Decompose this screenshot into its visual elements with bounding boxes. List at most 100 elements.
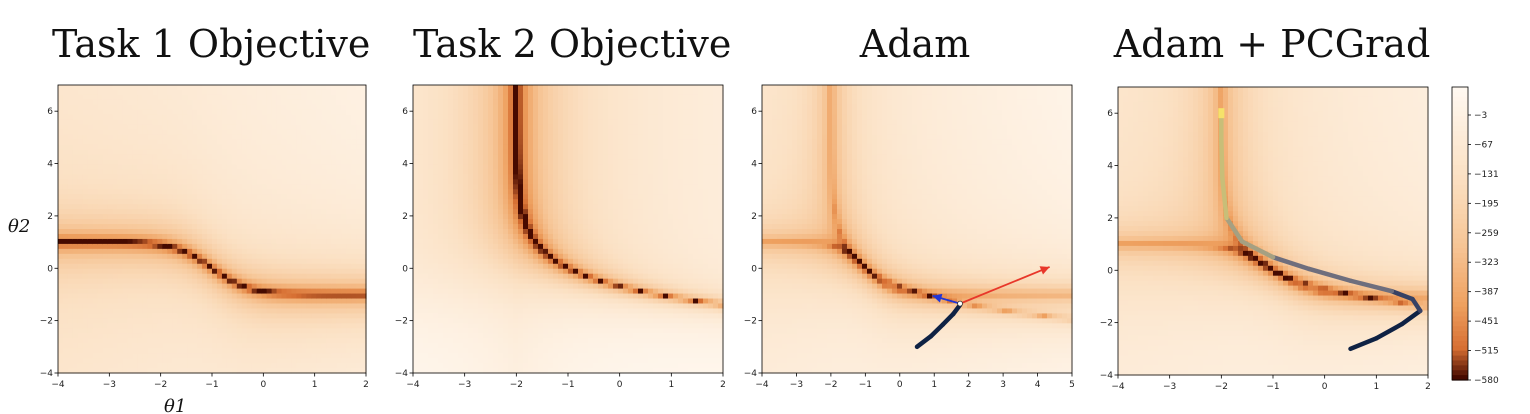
heatmap-cell <box>443 258 449 265</box>
heatmap-cell <box>286 109 293 116</box>
heatmap-cell <box>351 169 357 175</box>
heatmap-cell <box>346 149 352 156</box>
heatmap-cell <box>187 268 193 275</box>
heatmap-cell <box>503 149 509 156</box>
heatmap-cell <box>162 169 168 175</box>
heatmap-cell <box>433 169 439 175</box>
heatmap-cell <box>162 353 168 359</box>
heatmap-cell <box>192 104 198 111</box>
heatmap-cell <box>261 149 268 156</box>
heatmap-cell <box>276 238 283 245</box>
heatmap-cell <box>326 258 332 265</box>
heatmap-cell <box>127 214 134 220</box>
heatmap-cell <box>112 258 119 265</box>
heatmap-cell <box>192 248 198 255</box>
heatmap-cell <box>162 109 168 116</box>
heatmap-cell <box>117 243 124 250</box>
heatmap-cell <box>281 303 288 310</box>
heatmap-cell <box>197 318 203 324</box>
heatmap-cell <box>331 89 337 96</box>
heatmap-cell <box>92 268 99 275</box>
heatmap-cell <box>152 323 158 329</box>
heatmap-cell <box>276 298 283 305</box>
heatmap-cell <box>192 353 198 359</box>
heatmap-cell <box>132 204 139 210</box>
heatmap-cell <box>231 89 238 96</box>
heatmap-cell <box>107 348 114 354</box>
heatmap-cell <box>207 114 213 121</box>
heatmap-cell <box>112 358 119 364</box>
heatmap-cell <box>346 99 352 106</box>
chart-title-2: Task 2 Objective <box>413 22 732 66</box>
heatmap-cell <box>361 348 367 354</box>
heatmap-cell <box>207 159 213 166</box>
heatmap-cell <box>236 99 243 106</box>
heatmap-cell <box>142 184 149 190</box>
heatmap-cell <box>413 353 419 359</box>
heatmap-cell <box>112 184 119 190</box>
heatmap-cell <box>261 114 268 121</box>
heatmap-cell <box>58 179 64 185</box>
heatmap-cell <box>356 184 362 190</box>
heatmap-cell <box>102 169 109 175</box>
heatmap-cell <box>281 343 288 349</box>
heatmap-cell <box>296 194 303 200</box>
heatmap-cell <box>316 298 322 305</box>
heatmap-cell <box>346 273 352 280</box>
heatmap-cell <box>261 94 268 101</box>
heatmap-cell <box>336 199 342 205</box>
heatmap-cell <box>448 199 454 205</box>
heatmap-cell <box>187 253 193 260</box>
heatmap-cell <box>428 129 434 136</box>
heatmap-cell <box>341 194 347 200</box>
heatmap-cell <box>498 124 504 131</box>
heatmap-cell <box>428 338 434 344</box>
heatmap-cell <box>192 283 198 290</box>
heatmap-cell <box>137 338 144 344</box>
heatmap-cell <box>528 189 534 195</box>
heatmap-cell <box>112 194 119 200</box>
heatmap-cell <box>177 194 183 200</box>
heatmap-cell <box>107 139 114 146</box>
heatmap-cell <box>301 149 307 156</box>
heatmap-cell <box>202 368 208 374</box>
heatmap-cell <box>336 224 342 230</box>
heatmap-cell <box>321 94 327 101</box>
heatmap-cell <box>72 169 79 175</box>
heatmap-cell <box>87 184 94 190</box>
heatmap-cell <box>428 283 434 290</box>
heatmap-cell <box>356 273 362 280</box>
heatmap-cell <box>187 278 193 285</box>
heatmap-cell <box>316 199 322 205</box>
heatmap-cell <box>418 114 424 121</box>
heatmap-cell <box>518 144 524 151</box>
heatmap-cell <box>351 229 357 235</box>
heatmap-cell <box>137 238 144 245</box>
heatmap-cell <box>468 214 474 220</box>
heatmap-cell <box>473 124 479 131</box>
heatmap-cell <box>77 214 84 220</box>
heatmap-cell <box>326 328 332 334</box>
heatmap-cell <box>483 348 489 354</box>
heatmap-cell <box>132 333 139 339</box>
heatmap-cell <box>202 209 208 215</box>
heatmap-cell <box>58 318 64 324</box>
heatmap-cell <box>498 119 504 126</box>
heatmap-cell <box>306 119 312 126</box>
heatmap-cell <box>216 363 223 369</box>
heatmap-cell <box>182 278 188 285</box>
heatmap-cell <box>528 99 534 106</box>
heatmap-cell <box>62 184 69 190</box>
heatmap-cell <box>231 333 238 339</box>
heatmap-cell <box>241 159 248 166</box>
heatmap-cell <box>122 308 129 315</box>
heatmap-cell <box>236 164 243 171</box>
heatmap-cell <box>72 278 79 285</box>
heatmap-cell <box>117 85 124 91</box>
heatmap-cell <box>92 164 99 171</box>
heatmap-cell <box>493 293 499 300</box>
heatmap-cell <box>102 363 109 369</box>
heatmap-cell <box>72 214 79 220</box>
heatmap-cell <box>351 144 357 151</box>
heatmap-cell <box>82 169 89 175</box>
